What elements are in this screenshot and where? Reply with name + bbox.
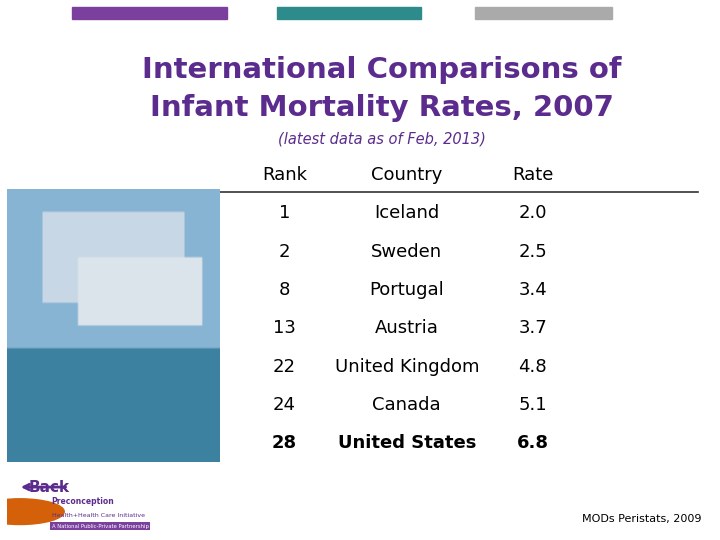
Text: 24: 24 <box>273 396 296 414</box>
Text: (latest data as of Feb, 2013): (latest data as of Feb, 2013) <box>278 132 485 147</box>
Text: A National Public-Private Partnership: A National Public-Private Partnership <box>52 524 148 529</box>
Text: Austria: Austria <box>375 319 438 338</box>
Text: 22: 22 <box>273 357 296 376</box>
Text: International Comparisons of: International Comparisons of <box>142 56 621 84</box>
Text: 3.7: 3.7 <box>518 319 547 338</box>
Text: MODs Peristats, 2009: MODs Peristats, 2009 <box>582 515 702 524</box>
Text: 2.5: 2.5 <box>518 242 547 261</box>
Text: 2: 2 <box>279 242 290 261</box>
Text: 1: 1 <box>279 204 290 222</box>
Bar <box>475 7 612 19</box>
Text: 2.0: 2.0 <box>518 204 547 222</box>
Text: Health+Health Care Initiative: Health+Health Care Initiative <box>52 513 145 518</box>
Text: 6.8: 6.8 <box>517 434 549 453</box>
Text: Canada: Canada <box>372 396 441 414</box>
Text: Back: Back <box>28 480 70 495</box>
Text: Rate: Rate <box>512 166 554 185</box>
Text: Rank: Rank <box>262 166 307 185</box>
Text: Preconception: Preconception <box>52 497 114 506</box>
Text: 4.8: 4.8 <box>518 357 547 376</box>
Text: Country: Country <box>371 166 443 185</box>
Text: United States: United States <box>338 434 476 453</box>
Text: Sweden: Sweden <box>372 242 442 261</box>
Text: Iceland: Iceland <box>374 204 439 222</box>
Circle shape <box>0 499 64 524</box>
Text: 13: 13 <box>273 319 296 338</box>
Text: 5.1: 5.1 <box>518 396 547 414</box>
Text: Infant Mortality Rates, 2007: Infant Mortality Rates, 2007 <box>150 94 613 122</box>
Text: Portugal: Portugal <box>369 281 444 299</box>
Text: 3.4: 3.4 <box>518 281 547 299</box>
Bar <box>277 7 421 19</box>
Text: 28: 28 <box>272 434 297 453</box>
Text: 8: 8 <box>279 281 290 299</box>
Bar <box>72 7 227 19</box>
Text: United Kingdom: United Kingdom <box>335 357 479 376</box>
